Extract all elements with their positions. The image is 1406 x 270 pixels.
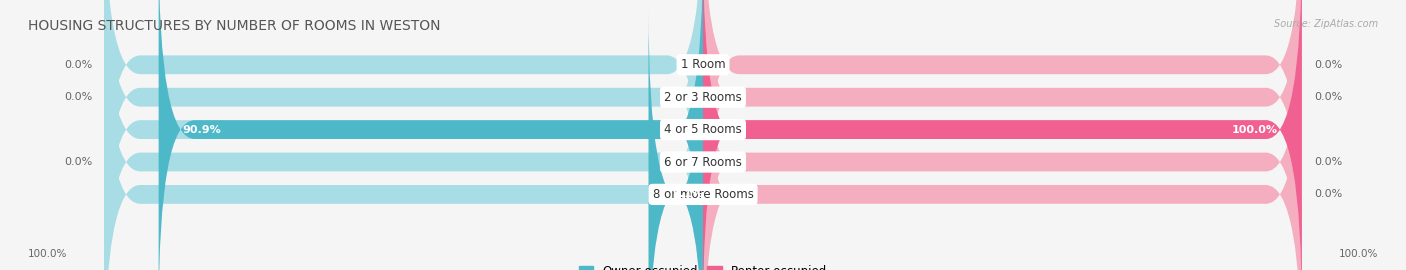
- FancyBboxPatch shape: [104, 0, 703, 270]
- FancyBboxPatch shape: [703, 0, 1302, 270]
- Text: 8 or more Rooms: 8 or more Rooms: [652, 188, 754, 201]
- Text: 90.9%: 90.9%: [183, 124, 221, 135]
- FancyBboxPatch shape: [648, 9, 703, 270]
- Text: HOUSING STRUCTURES BY NUMBER OF ROOMS IN WESTON: HOUSING STRUCTURES BY NUMBER OF ROOMS IN…: [28, 19, 440, 33]
- Text: 0.0%: 0.0%: [63, 92, 93, 102]
- FancyBboxPatch shape: [104, 0, 703, 250]
- FancyBboxPatch shape: [104, 0, 703, 270]
- Text: 0.0%: 0.0%: [1313, 157, 1343, 167]
- Text: 100.0%: 100.0%: [1232, 124, 1278, 135]
- FancyBboxPatch shape: [703, 0, 1302, 250]
- Text: 2 or 3 Rooms: 2 or 3 Rooms: [664, 91, 742, 104]
- Text: 0.0%: 0.0%: [1313, 60, 1343, 70]
- FancyBboxPatch shape: [703, 9, 1302, 270]
- FancyBboxPatch shape: [104, 9, 703, 270]
- FancyBboxPatch shape: [703, 0, 1302, 270]
- FancyBboxPatch shape: [703, 0, 1302, 270]
- Text: 0.0%: 0.0%: [63, 157, 93, 167]
- Text: 100.0%: 100.0%: [1339, 249, 1378, 259]
- Text: 100.0%: 100.0%: [28, 249, 67, 259]
- Text: 6 or 7 Rooms: 6 or 7 Rooms: [664, 156, 742, 168]
- Text: Source: ZipAtlas.com: Source: ZipAtlas.com: [1274, 19, 1378, 29]
- Text: 0.0%: 0.0%: [1313, 92, 1343, 102]
- Text: 1 Room: 1 Room: [681, 58, 725, 71]
- Text: 0.0%: 0.0%: [63, 60, 93, 70]
- Text: 4 or 5 Rooms: 4 or 5 Rooms: [664, 123, 742, 136]
- Legend: Owner-occupied, Renter-occupied: Owner-occupied, Renter-occupied: [579, 265, 827, 270]
- Text: 9.1%: 9.1%: [672, 189, 703, 200]
- FancyBboxPatch shape: [159, 0, 703, 270]
- FancyBboxPatch shape: [104, 0, 703, 270]
- FancyBboxPatch shape: [703, 0, 1302, 270]
- Text: 0.0%: 0.0%: [1313, 189, 1343, 200]
